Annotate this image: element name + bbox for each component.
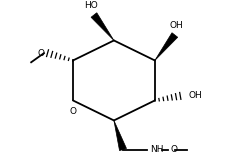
Text: OH: OH <box>188 91 202 100</box>
Text: O: O <box>69 107 77 116</box>
Polygon shape <box>114 120 126 151</box>
Polygon shape <box>91 13 114 40</box>
Text: O: O <box>38 49 45 58</box>
Polygon shape <box>155 33 178 60</box>
Text: OH: OH <box>170 21 184 30</box>
Text: O: O <box>170 145 177 154</box>
Text: HO: HO <box>84 1 98 10</box>
Text: NH: NH <box>150 145 164 154</box>
